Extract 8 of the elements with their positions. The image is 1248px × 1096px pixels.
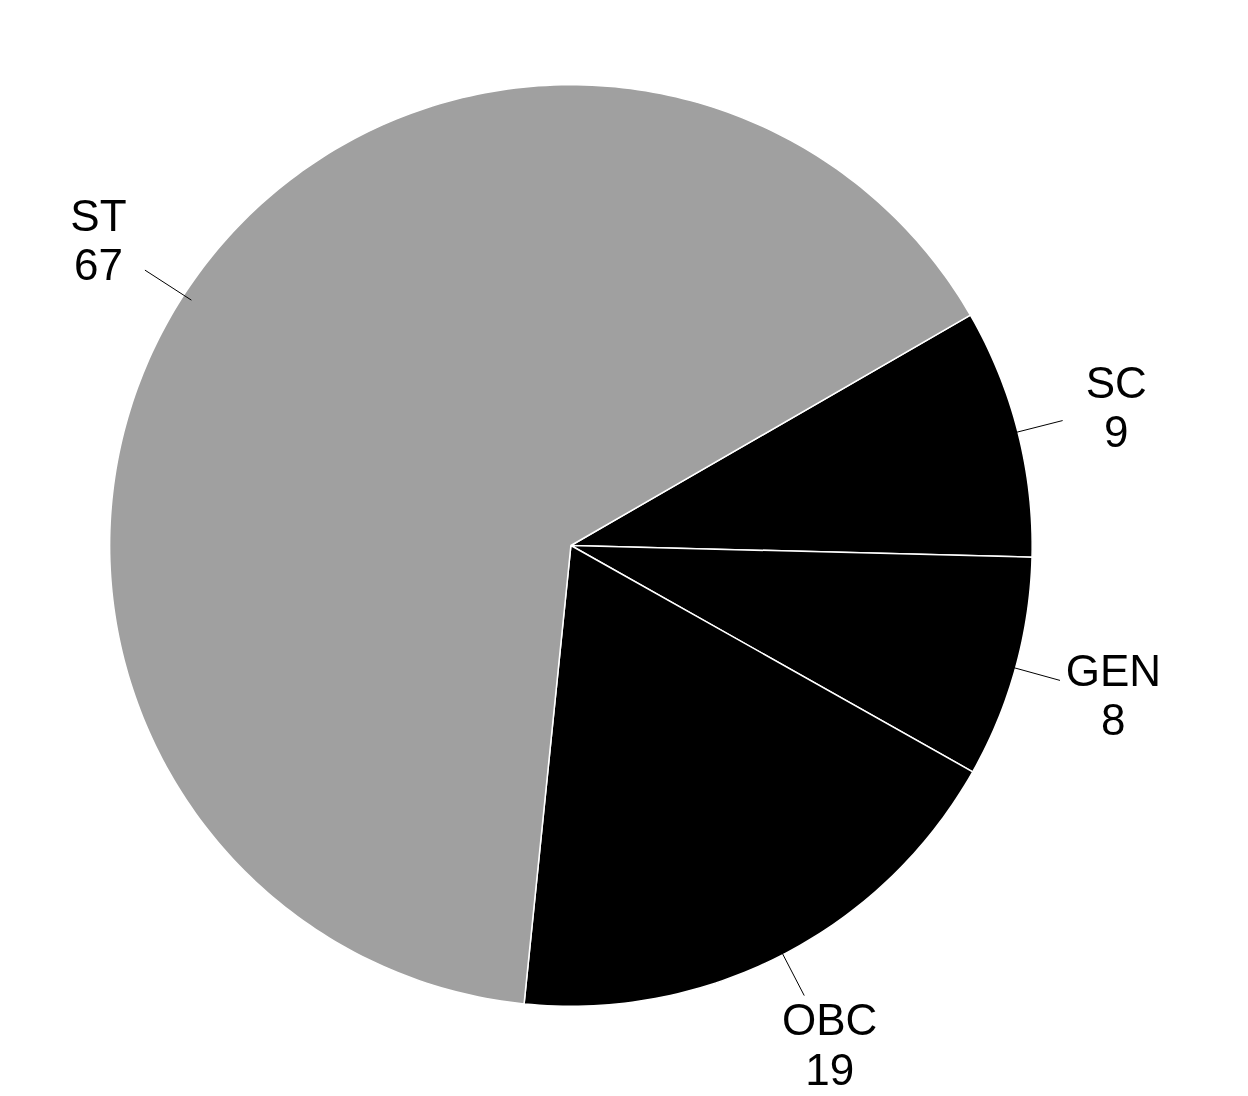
data-label: 67 <box>73 240 123 290</box>
slice-label: GEN <box>1065 645 1162 695</box>
slice-label: ST <box>70 190 127 240</box>
data-label: 9 <box>1104 407 1129 457</box>
slice-label: OBC <box>782 995 878 1045</box>
slice-label: SC <box>1085 357 1147 407</box>
data-label: 19 <box>805 1044 855 1094</box>
data-label: 8 <box>1101 695 1126 745</box>
